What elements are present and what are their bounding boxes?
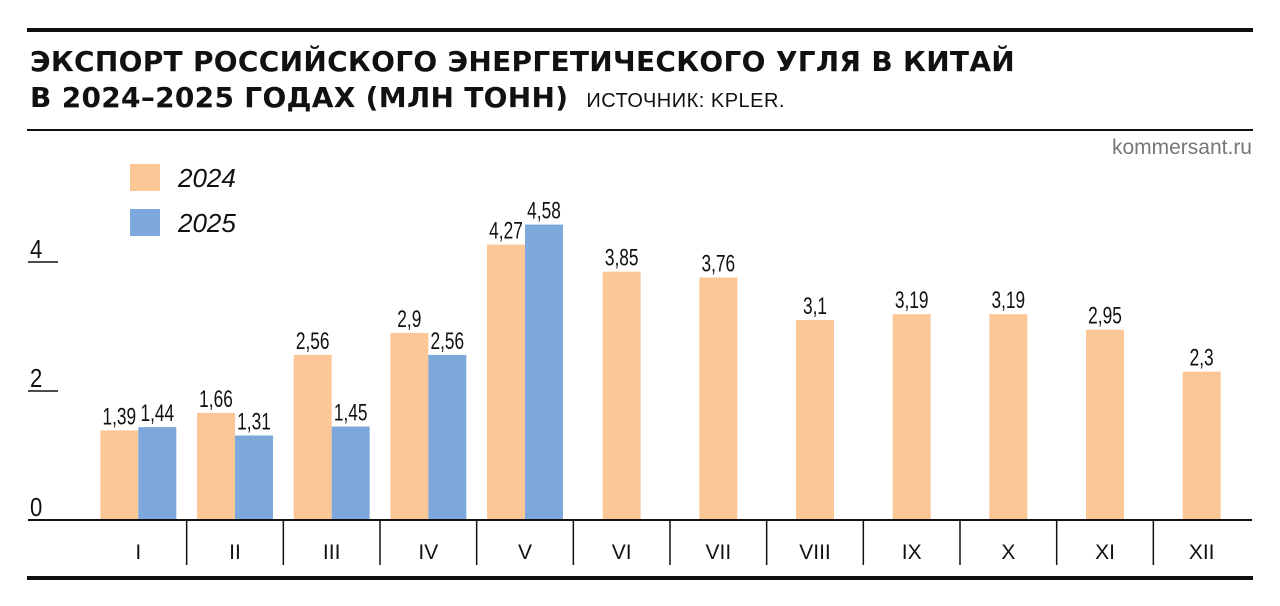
- bar-2025: [428, 354, 467, 520]
- bottom-rule: [27, 576, 1253, 580]
- bar-2024: [390, 332, 429, 520]
- bar-2024: [602, 271, 641, 520]
- data-label: 3,85: [605, 245, 639, 271]
- data-label: 1,44: [141, 400, 175, 426]
- x-tick-label: X: [1001, 541, 1015, 564]
- x-tick-label: XI: [1095, 541, 1115, 564]
- data-label: 1,66: [199, 386, 233, 412]
- data-label: 1,45: [334, 400, 368, 426]
- data-label: 1,39: [103, 404, 137, 430]
- data-label: 2,56: [431, 328, 465, 354]
- bar-2024: [1086, 329, 1124, 520]
- data-label: 1,31: [237, 409, 271, 435]
- credit-text: kommersant.ru: [1111, 136, 1252, 159]
- bar-2024: [989, 314, 1028, 520]
- y-tick-label: 4: [30, 235, 42, 264]
- bar-2025: [525, 224, 563, 520]
- legend-label-2025: 2025: [177, 208, 236, 238]
- bar-2024: [487, 244, 525, 520]
- header-rule: [27, 129, 1253, 131]
- data-label: 2,9: [397, 306, 421, 332]
- x-tick-label: VI: [612, 541, 632, 564]
- data-label: 4,27: [489, 218, 523, 244]
- top-rule: [27, 28, 1253, 32]
- bar-2024: [293, 354, 332, 520]
- data-label: 3,76: [702, 251, 736, 277]
- bar-2025: [331, 426, 370, 520]
- legend-swatch-2024: [130, 164, 160, 191]
- bar-2024: [100, 430, 139, 520]
- y-tick-label: 0: [30, 493, 42, 522]
- bar-2024: [796, 320, 834, 520]
- data-label: 2,95: [1088, 303, 1122, 329]
- y-tick-label: 2: [30, 364, 42, 393]
- bar-2024: [892, 314, 931, 520]
- x-tick-label: II: [229, 541, 241, 564]
- bar-2025: [138, 427, 177, 520]
- bar-2025: [235, 435, 273, 520]
- title-line-2-text: В 2024–2025 ГОДАХ (МЛН ТОНН): [30, 81, 569, 114]
- data-label: 4,58: [527, 198, 561, 224]
- data-label: 2,56: [296, 328, 330, 354]
- bar-2024: [1182, 371, 1221, 520]
- legend-label-2024: 2024: [177, 163, 236, 193]
- data-label: 3,1: [803, 293, 827, 319]
- x-tick-label: VII: [705, 541, 731, 564]
- bar-2024: [197, 412, 235, 520]
- bar-2024: [699, 277, 738, 520]
- chart-title: ЭКСПОРТ РОССИЙСКОГО ЭНЕРГЕТИЧЕСКОГО УГЛЯ…: [30, 44, 1015, 119]
- x-tick-label: IX: [902, 541, 922, 564]
- x-tick-label: V: [518, 541, 532, 564]
- x-tick-label: III: [323, 541, 341, 564]
- source-note: ИСТОЧНИК: KPLER.: [586, 90, 786, 112]
- data-label: 2,3: [1190, 345, 1214, 371]
- legend-swatch-2025: [130, 209, 160, 236]
- x-tick-label: IV: [418, 541, 438, 564]
- title-line-1: ЭКСПОРТ РОССИЙСКОГО ЭНЕРГЕТИЧЕСКОГО УГЛЯ…: [30, 45, 1016, 78]
- x-tick-label: XII: [1189, 541, 1215, 564]
- x-tick-label: VIII: [799, 541, 831, 564]
- title-line-2: В 2024–2025 ГОДАХ (МЛН ТОНН) ИСТОЧНИК: KP…: [30, 80, 1015, 119]
- data-label: 3,19: [895, 288, 929, 314]
- data-label: 3,19: [992, 288, 1026, 314]
- x-tick-label: I: [135, 541, 141, 564]
